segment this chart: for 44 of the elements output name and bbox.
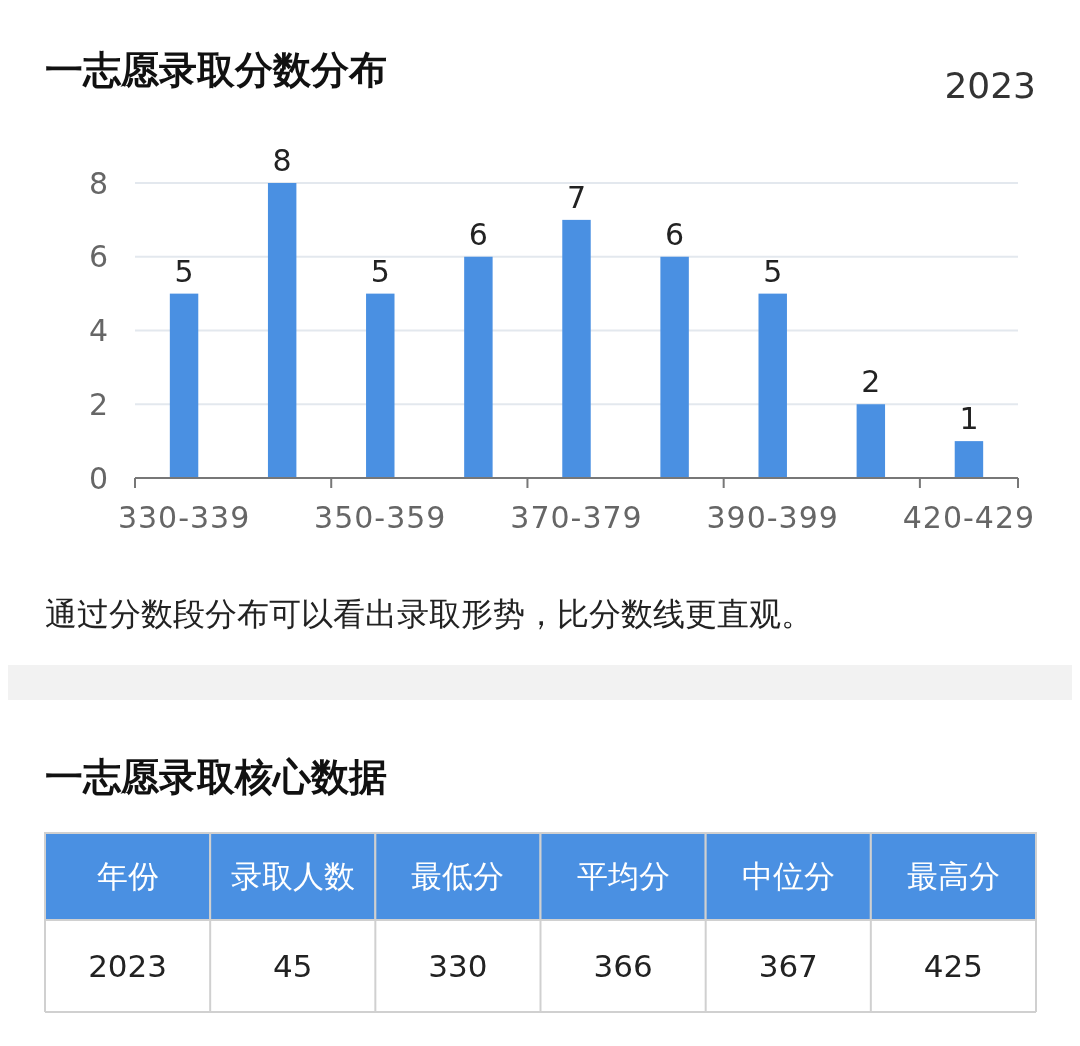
category-label: 最低分 (411, 858, 505, 895)
bar (366, 293, 395, 478)
x-tick-label: 330-339 (117, 500, 251, 535)
data-label: 5 (763, 253, 783, 289)
text: 一志愿录取核心数据 (45, 755, 387, 799)
data-label: 7 (566, 179, 587, 215)
bar (660, 256, 689, 478)
category-label: 中位分 (741, 858, 835, 895)
data-label: 45 (273, 947, 313, 984)
category-label: 平均分 (576, 858, 670, 895)
bar (562, 219, 591, 478)
bar (464, 256, 493, 478)
data-label: 8 (272, 143, 292, 178)
data-label: 5 (174, 253, 194, 289)
x-tick-label: 390-399 (706, 500, 839, 535)
data-label: 1 (959, 401, 979, 437)
y-tick-label: 6 (88, 239, 108, 275)
bar (758, 293, 787, 478)
y-tick-label: 0 (88, 460, 108, 496)
data-label: 367 (758, 947, 818, 984)
bar (856, 404, 886, 478)
category-label: 录取人数 (230, 858, 355, 895)
bar (954, 441, 984, 478)
data-label: 6 (468, 216, 488, 252)
data-label: 425 (923, 947, 983, 984)
chart-subtitle: 2023 (944, 65, 1036, 106)
y-tick-label: 8 (88, 165, 108, 201)
bar (169, 293, 199, 478)
data-label: 330 (428, 947, 488, 984)
y-tick-label: 4 (88, 313, 108, 348)
x-tick-label: 420-429 (902, 500, 1036, 535)
data-label: 5 (370, 253, 390, 289)
data-label: 2 (861, 364, 881, 400)
x-tick-label: 370-379 (510, 500, 643, 535)
data-label: 6 (665, 216, 685, 252)
data-label: 366 (593, 947, 653, 984)
y-tick-label: 2 (88, 386, 108, 422)
category-label: 年份 (96, 858, 159, 895)
category-label: 最高分 (906, 858, 1000, 895)
x-tick-label: 350-359 (314, 500, 447, 535)
bar (267, 183, 297, 478)
data-label: 2023 (88, 947, 168, 984)
chart-title: 一志愿录取分数分布 (45, 48, 387, 92)
text: 通过分数段分布可以看出录取形势，比分数线更直观。 (45, 595, 813, 633)
